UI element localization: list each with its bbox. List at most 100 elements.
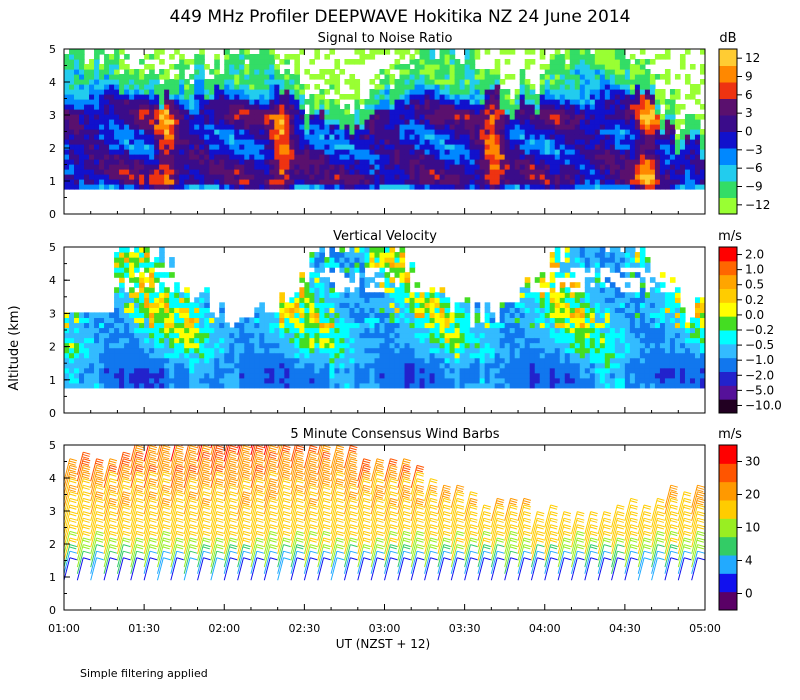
snr-cell xyxy=(489,109,496,115)
snr-cell xyxy=(374,124,381,130)
vv-cell xyxy=(319,307,326,313)
snr-cell xyxy=(464,109,471,115)
snr-cell xyxy=(214,94,220,100)
snr-cell xyxy=(69,64,75,70)
snr-cell xyxy=(259,184,265,190)
snr-cell xyxy=(309,124,315,130)
snr-cell xyxy=(434,79,441,85)
snr-cell xyxy=(564,109,571,115)
vv-cell xyxy=(409,362,416,369)
vv-cell xyxy=(119,327,125,334)
snr-cell xyxy=(284,84,290,90)
snr-cell xyxy=(549,64,556,70)
snr-cell xyxy=(344,139,351,145)
snr-cell xyxy=(479,124,486,130)
snr-cell xyxy=(264,179,270,185)
vv-cell xyxy=(114,297,120,303)
snr-cell xyxy=(694,149,701,155)
snr-cell xyxy=(654,169,661,175)
vv-cell xyxy=(374,272,381,278)
snr-cell xyxy=(614,49,621,55)
snr-cell xyxy=(139,104,145,110)
vv-cell xyxy=(189,347,195,354)
vv-cell xyxy=(254,372,260,379)
vv-cell xyxy=(69,377,75,384)
vv-cell xyxy=(424,312,431,319)
vv-cell xyxy=(399,327,406,334)
snr-cell xyxy=(394,139,401,145)
snr-cell xyxy=(639,124,646,130)
vv-cell xyxy=(169,312,175,319)
snr-cell xyxy=(384,149,391,155)
vv-cell xyxy=(144,372,150,379)
snr-cell xyxy=(644,134,651,140)
snr-cell xyxy=(494,134,501,140)
snr-cell xyxy=(594,84,601,90)
vv-cell xyxy=(304,377,310,384)
vv-cell xyxy=(239,347,245,354)
snr-cell xyxy=(184,149,190,155)
snr-cell xyxy=(669,184,676,190)
snr-cell xyxy=(244,179,250,185)
snr-cell xyxy=(479,174,486,180)
vv-cell xyxy=(109,342,115,349)
snr-cell xyxy=(254,104,260,110)
vv-cell xyxy=(349,267,356,273)
snr-cell xyxy=(354,59,361,65)
snr-cell xyxy=(209,84,215,90)
vv-cell xyxy=(244,382,250,389)
vv-cell xyxy=(244,377,250,384)
snr-cell xyxy=(629,109,636,115)
snr-cell xyxy=(544,114,551,120)
snr-cell xyxy=(179,149,185,155)
snr-cell xyxy=(69,164,75,170)
snr-cell xyxy=(274,114,280,120)
snr-cell xyxy=(444,129,451,135)
vv-cell xyxy=(69,342,75,349)
vv-cell xyxy=(409,342,416,349)
snr-cell xyxy=(139,179,145,185)
vv-cell xyxy=(429,292,436,298)
snr-cell xyxy=(424,59,431,65)
snr-cell xyxy=(474,149,481,155)
snr-cell xyxy=(569,129,576,135)
vv-cell xyxy=(454,322,461,329)
snr-cell xyxy=(179,179,185,185)
snr-cell xyxy=(349,184,356,190)
snr-cell xyxy=(189,89,195,95)
vv-cell xyxy=(479,332,486,339)
snr-cell xyxy=(249,124,255,130)
snr-cell xyxy=(399,64,406,70)
snr-cell xyxy=(109,89,115,95)
snr-cell xyxy=(634,99,641,105)
vv-cell xyxy=(184,307,190,313)
vv-cell xyxy=(64,337,70,344)
snr-cell xyxy=(124,84,130,90)
vv-cell xyxy=(409,367,416,374)
vv-cell xyxy=(444,367,451,374)
snr-cell xyxy=(334,89,341,95)
vv-cell xyxy=(64,372,70,379)
vv-cell xyxy=(349,247,356,253)
snr-cell xyxy=(69,114,75,120)
vv-cell xyxy=(239,362,245,369)
vv-cell xyxy=(419,347,426,354)
snr-cell xyxy=(514,109,521,115)
snr-cell xyxy=(369,124,376,130)
snr-cell xyxy=(379,139,386,145)
snr-cell xyxy=(614,74,621,80)
snr-cell xyxy=(154,169,160,175)
snr-cell xyxy=(164,129,170,135)
snr-cell xyxy=(114,79,120,85)
vv-cell xyxy=(214,377,220,384)
vv-cell xyxy=(309,352,315,359)
snr-cell xyxy=(369,79,376,85)
snr-cell xyxy=(459,159,466,165)
snr-cell xyxy=(354,84,361,90)
vv-cell xyxy=(489,312,496,319)
vv-cell xyxy=(259,327,265,334)
snr-cell xyxy=(169,109,175,115)
snr-cell xyxy=(414,179,421,185)
snr-cell xyxy=(289,114,295,120)
snr-cell xyxy=(369,54,376,60)
